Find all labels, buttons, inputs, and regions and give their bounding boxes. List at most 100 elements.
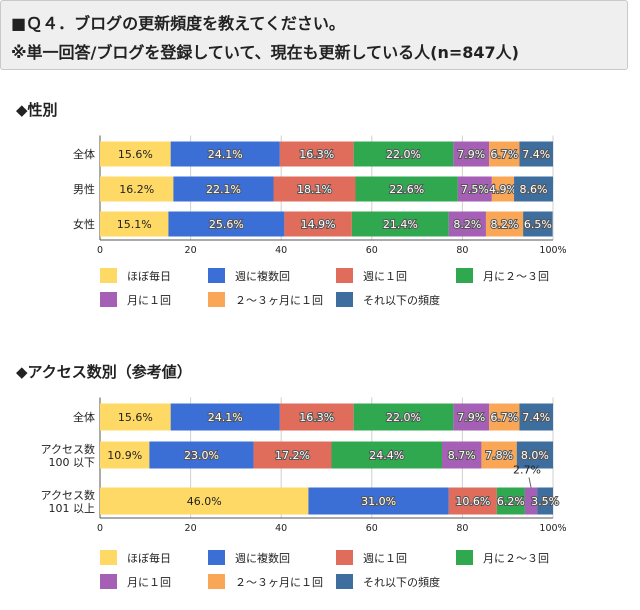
chart0-legend-swatch [208,268,225,283]
chart1-category-label: 全体 [73,410,95,424]
chart1-bar-segment [519,403,553,431]
chart1-data-label: 22.0% [386,411,421,424]
chart0-bar-segment [351,211,449,237]
section-title-gender: ◆性別 [16,101,58,119]
chart1-bar-segment [489,403,520,431]
chart1-x-tick-label: 20 [185,523,197,534]
chart1-callout-label: 2.7% [513,464,541,477]
chart1-legend-swatch [336,550,353,565]
chart1-bar-segment [100,403,171,431]
chart1-data-label: 7.9% [457,411,485,424]
chart0-legend-swatch [100,292,117,307]
chart0-bar-segment [519,141,553,167]
chart0-data-label: 8.2% [453,218,481,231]
chart0-bar-segment [168,211,285,237]
chart1-bar-segment [149,441,254,469]
chart0-data-label: 4.9% [489,183,517,196]
chart1-callout-line [528,477,532,488]
chart0-bar-segment [457,176,492,202]
chart1-data-label: 10.9% [107,449,142,462]
chart0-data-label: 8.6% [520,183,548,196]
chart0-bar-segment [170,141,280,167]
chart1-legend-label: 週に１回 [363,552,407,565]
chart1-bar-segment [308,487,449,515]
chart0-bar-segment [284,211,352,237]
chart0-legend-label: 週に複数回 [235,269,290,283]
chart0-bar-segment [273,176,356,202]
chart1-legend-label: 月に２～３回 [483,552,549,565]
chart0-bar-segment [355,176,458,202]
chart0-data-label: 7.9% [457,148,485,161]
chart0-data-label: 22.1% [206,183,241,196]
chart1-data-label: 8.0% [521,449,549,462]
chart1-data-label: 10.6% [455,495,490,508]
chart0-legend-swatch [336,292,353,307]
chart1-category-label: 100 以下 [49,456,96,469]
chart1-legend-swatch [456,550,473,565]
chart1-data-label: 15.6% [118,411,153,424]
chart1-bar-segment [100,487,309,515]
chart1-legend-label: 月に１回 [127,576,171,589]
chart1-data-label: 17.2% [275,449,310,462]
chart1-bar-segment [353,403,454,431]
chart0-data-label: 8.2% [491,218,519,231]
chart1-bar-segment [537,487,553,515]
chart0-legend-swatch [100,268,117,283]
chart1-data-label: 6.7% [490,411,518,424]
chart0-bar-segment [100,211,169,237]
chart0-data-label: 18.1% [297,183,332,196]
chart0-legend-label: 月に２～３回 [483,270,549,283]
section-title-access: ◆アクセス数別（参考値） [16,363,192,381]
chart1-bar-segment [448,487,497,515]
chart1-data-label: 24.1% [208,411,243,424]
chart1-category-label: アクセス数 [41,443,95,456]
chart0-data-label: 22.6% [389,183,424,196]
chart0-x-tick-label: 0 [97,245,103,256]
chart1-data-label: 7.4% [522,411,550,424]
chart1-bar-segment [100,441,150,469]
chart1-legend-label: ２～３ヶ月に１回 [235,576,323,589]
chart1-legend-swatch [208,550,225,565]
question-header: ■Ｑ４．ブログの更新頻度を教えてください。 ※単一回答/ブログを登録していて、現… [0,0,628,70]
chart0-bar-segment [448,211,486,237]
chart1-category-label: 101 以上 [49,502,96,515]
chart1-x-tick-label: 100% [539,523,566,534]
chart1-category-label: アクセス数 [41,489,95,502]
chart0-x-tick-label: 100% [539,245,566,256]
chart0-legend-label: 月に１回 [127,294,171,307]
chart0-data-label: 14.9% [301,218,336,231]
chart0-legend-swatch [336,268,353,283]
chart0-x-tick-label: 80 [456,245,468,256]
chart1-data-label: 23.0% [184,449,219,462]
chart1-x-tick-label: 80 [456,523,468,534]
chart0-category-label: 全体 [73,147,95,161]
chart0-data-label: 7.4% [522,148,550,161]
chart1-bar-segment [481,441,517,469]
chart0-bar-segment [173,176,274,202]
chart0-bar-segment [453,141,490,167]
chart0-data-label: 21.4% [383,218,418,231]
chart0-bar-segment [491,176,515,202]
chart0-data-label: 24.1% [208,148,243,161]
chart1-x-tick-label: 60 [366,523,378,534]
question-subtitle: ※単一回答/ブログを登録していて、現在も更新している人(n=847人) [11,43,519,62]
chart0-x-tick-label: 40 [275,245,287,256]
chart1-data-label: 24.4% [369,449,404,462]
chart1-legend-label: ほぼ毎日 [127,552,171,565]
chart0-category-label: 女性 [73,217,95,231]
chart1-legend-swatch [100,550,117,565]
chart1-bar-segment [442,441,482,469]
chart1-x-tick-label: 40 [275,523,287,534]
chart0-legend-swatch [456,268,473,283]
chart1-data-label: 46.0% [187,495,222,508]
chart0-data-label: 25.6% [209,218,244,231]
chart1-bar-segment [331,441,443,469]
chart1-bar-segment [524,487,538,515]
chart1-bar-segment [279,403,354,431]
chart1-legend-swatch [336,574,353,589]
chart0-data-label: 15.6% [118,148,153,161]
chart1-legend-swatch [100,574,117,589]
chart1-legend-label: 週に複数回 [235,551,290,565]
chart0-bar-segment [485,211,524,237]
